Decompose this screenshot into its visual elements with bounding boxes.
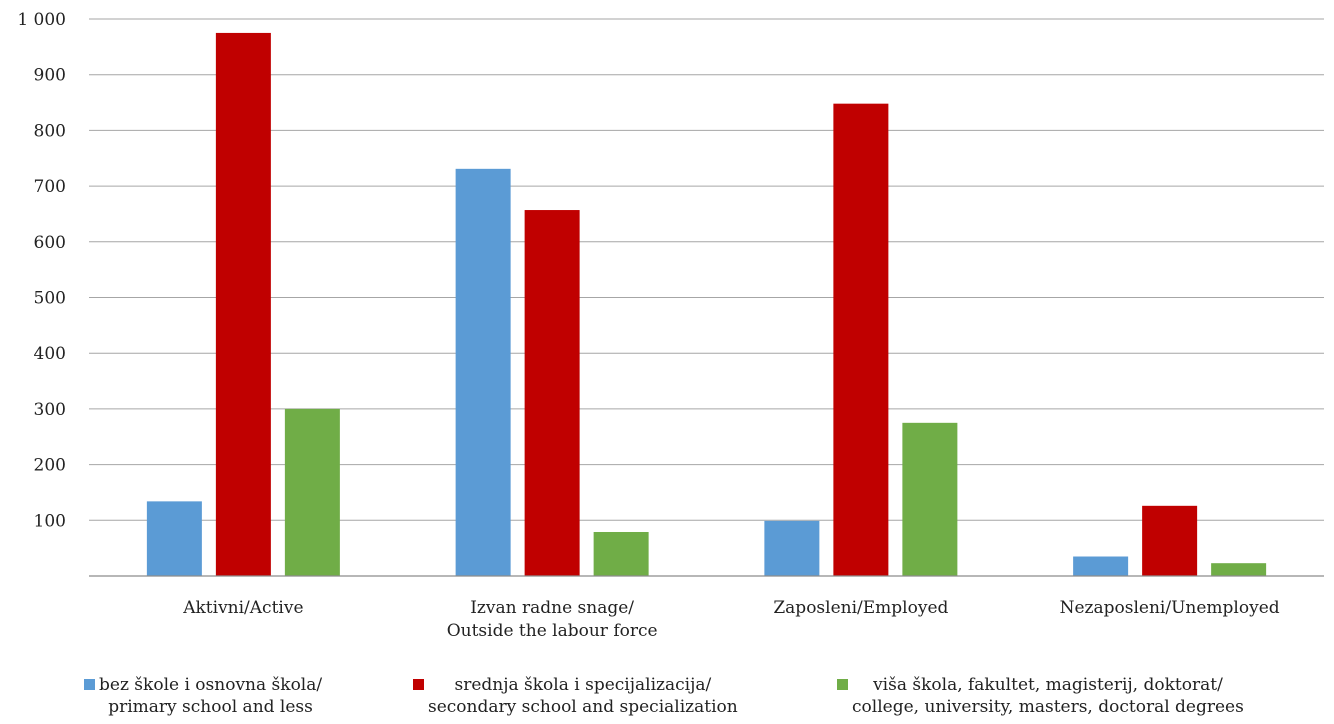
- legend-label-primary-line1: bez škole i osnovna škola/: [99, 675, 323, 695]
- bar-series3-cat3: [902, 422, 958, 576]
- bar-series2-cat2: [524, 210, 580, 576]
- bar-series1-cat3: [764, 520, 820, 576]
- legend-item-tertiary: viša škola, fakultet, magisterij, doktor…: [837, 674, 1244, 718]
- x-category-label-2-line1: Izvan radne snage/: [470, 598, 634, 618]
- y-tick-label-800: 800: [34, 121, 66, 141]
- bar-chart: 100 200 300 400 500 600 700 800 900 1 000 Aktivni…: [17, 10, 1324, 641]
- bar-series1-cat1: [146, 501, 202, 576]
- bar-series3-cat1: [284, 408, 340, 576]
- y-tick-label-400: 400: [34, 344, 66, 364]
- y-tick-label-300: 300: [34, 400, 66, 420]
- legend-label-tertiary-line1: viša škola, fakultet, magisterij, doktor…: [873, 675, 1223, 695]
- bar-series2-cat3: [833, 103, 889, 576]
- bar-series1-cat4: [1073, 556, 1129, 576]
- legend-swatch-primary: [84, 679, 95, 690]
- legend-item-primary: bez škole i osnovna škola/ primary schoo…: [84, 674, 322, 718]
- legend-label-secondary: srednja škola i specijalizacija/ seconda…: [428, 674, 738, 718]
- bar-series2-cat4: [1142, 505, 1198, 576]
- legend-label-secondary-line2: secondary school and specialization: [428, 697, 738, 717]
- legend: bez škole i osnovna škola/ primary schoo…: [0, 674, 1334, 724]
- y-tick-label-600: 600: [34, 233, 66, 253]
- y-tick-label-700: 700: [34, 177, 66, 197]
- bar-series2-cat1: [215, 32, 271, 577]
- bar-series3-cat2: [593, 531, 649, 576]
- gridlines: [89, 18, 1324, 521]
- legend-label-primary: bez škole i osnovna škola/ primary schoo…: [99, 674, 322, 718]
- y-tick-label-500: 500: [34, 289, 66, 309]
- bars: [146, 32, 1267, 577]
- legend-label-tertiary-line2: college, university, masters, doctoral d…: [852, 697, 1244, 717]
- legend-label-primary-line2: primary school and less: [108, 697, 313, 717]
- legend-label-secondary-line1: srednja škola i specijalizacija/: [454, 675, 712, 695]
- legend-swatch-tertiary: [837, 679, 848, 690]
- y-tick-label-200: 200: [34, 456, 66, 476]
- y-axis-tick-labels: 100 200 300 400 500 600 700 800 900 1 000: [17, 10, 66, 531]
- legend-item-secondary: srednja škola i specijalizacija/ seconda…: [413, 674, 738, 718]
- y-tick-label-1000: 1 000: [17, 10, 66, 30]
- x-axis-category-labels: Aktivni/Active Izvan radne snage/Outside …: [182, 598, 1280, 641]
- legend-swatch-secondary: [413, 679, 424, 690]
- x-category-label-3-line1: Zaposleni/Employed: [773, 598, 948, 618]
- bar-series3-cat4: [1211, 563, 1267, 576]
- x-category-label-4-line1: Nezaposleni/Unemployed: [1060, 598, 1280, 618]
- x-category-label-1-line1: Aktivni/Active: [182, 598, 303, 618]
- x-category-label-2-line2: Outside the labour force: [447, 621, 658, 641]
- legend-label-tertiary: viša škola, fakultet, magisterij, doktor…: [852, 674, 1244, 718]
- bar-series1-cat2: [455, 168, 511, 576]
- y-tick-label-900: 900: [34, 66, 66, 86]
- y-tick-label-100: 100: [34, 511, 66, 531]
